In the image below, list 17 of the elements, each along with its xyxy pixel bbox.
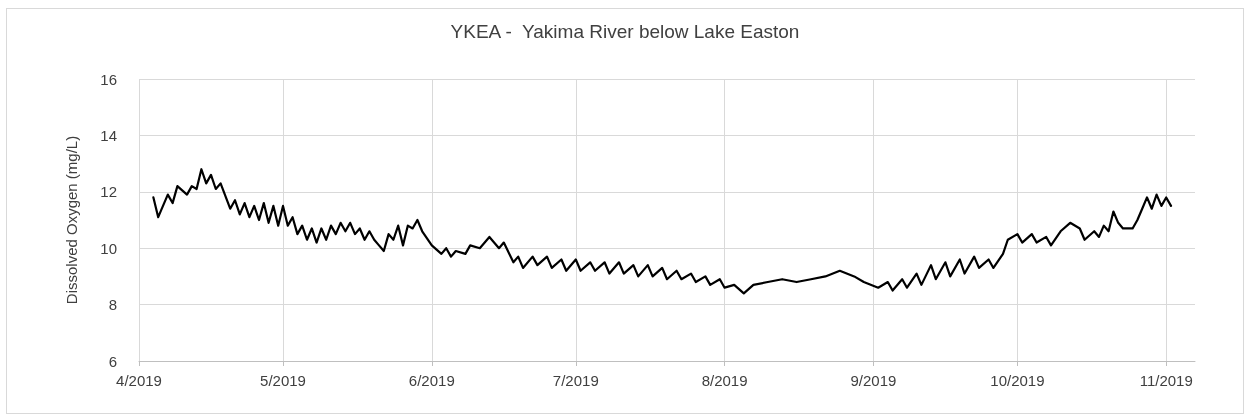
chart-title: YKEA - Yakima River below Lake Easton <box>450 21 800 42</box>
x-tick-label: 7/2019 <box>552 372 599 389</box>
y-tick-label: 6 <box>108 352 117 370</box>
y-tick-label: 14 <box>100 126 117 144</box>
line-series <box>152 168 1173 295</box>
y-tick-label: 10 <box>100 239 117 257</box>
x-tick-label: 11/2019 <box>1139 372 1193 389</box>
x-tick-label: 8/2019 <box>701 372 748 389</box>
y-axis-title: Dissolved Oxygen (mg/L) <box>63 135 80 305</box>
x-tick-label: 5/2019 <box>260 372 306 389</box>
y-tick-label: 12 <box>100 183 117 201</box>
x-tick-label: 4/2019 <box>116 372 162 389</box>
x-tick-label: 6/2019 <box>408 372 455 389</box>
y-tick-label: 8 <box>108 296 117 314</box>
x-tick-label: 9/2019 <box>850 372 897 389</box>
y-tick-label: 16 <box>100 70 117 88</box>
x-tick-label: 10/2019 <box>990 372 1045 389</box>
